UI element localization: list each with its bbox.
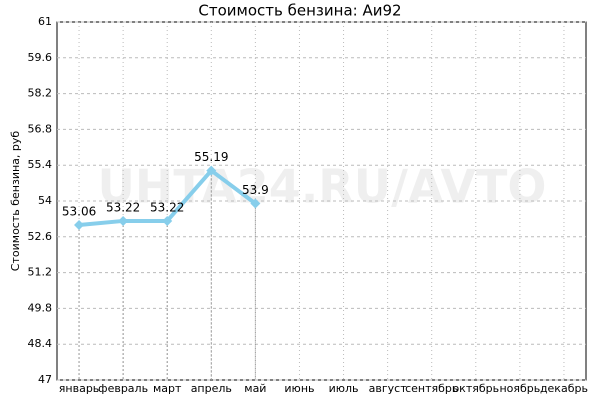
x-tick-label: июль: [329, 382, 359, 395]
data-label: 53.06: [62, 205, 96, 219]
data-label: 55.19: [194, 150, 228, 164]
y-tick-label: 59.6: [28, 51, 53, 64]
x-tick-label: декабрь: [540, 382, 588, 395]
y-tick-label: 49.8: [28, 301, 53, 314]
y-tick-label: 52.6: [28, 230, 53, 243]
x-tick-label: май: [244, 382, 266, 395]
y-tick-label: 48.4: [28, 337, 53, 350]
x-tick-label: январь: [59, 382, 100, 395]
x-tick-label: сентябрь: [405, 382, 458, 395]
y-tick-label: 58.2: [28, 87, 53, 100]
x-tick-label: март: [153, 382, 182, 395]
point: [162, 215, 173, 226]
x-tick-label: апрель: [191, 382, 232, 395]
y-tick-label: 61: [38, 15, 52, 28]
y-tick-label: 47: [38, 373, 52, 386]
point: [250, 198, 261, 209]
point: [118, 215, 129, 226]
x-tick-label: август: [369, 382, 408, 395]
point: [74, 220, 85, 231]
chart-title: Стоимость бензина: Аи92: [198, 2, 401, 20]
x-tick-label: октябрь: [452, 382, 499, 395]
y-tick-label: 56.8: [28, 122, 53, 135]
x-tick-label: февраль: [98, 382, 148, 395]
y-tick-label: 55.4: [28, 158, 53, 171]
y-tick-label: 54: [38, 194, 52, 207]
watermark: UHTA24.RU/AVTO: [98, 160, 547, 214]
data-label: 53.22: [150, 200, 184, 214]
data-label: 53.22: [106, 200, 140, 214]
y-axis-label: Стоимость бензина, руб: [9, 131, 22, 272]
data-label: 53.9: [242, 183, 269, 197]
y-tick-label: 51.2: [28, 266, 53, 279]
x-tick-label: ноябрь: [499, 382, 540, 395]
x-tick-label: июнь: [284, 382, 314, 395]
point: [206, 165, 217, 176]
